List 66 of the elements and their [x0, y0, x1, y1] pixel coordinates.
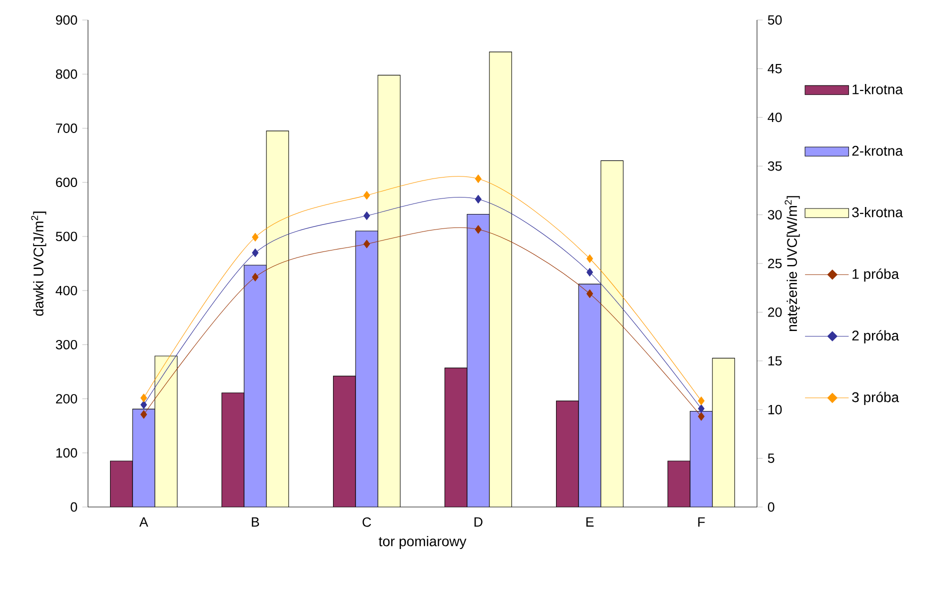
- y-tick-label: 900: [56, 15, 78, 25]
- y2-tick-label: 40: [768, 112, 782, 122]
- point: [586, 268, 594, 277]
- y2-axis-title: natężenie UVC[W/m$^{2}$]: [784, 196, 800, 331]
- bar: [712, 358, 735, 507]
- x-tick-label: E: [586, 517, 594, 527]
- y2-tick-label: 25: [768, 258, 782, 268]
- bar: [489, 52, 512, 507]
- legend-label: 1-krotna: [852, 84, 903, 94]
- point: [363, 191, 370, 200]
- y-tick-label: 400: [56, 286, 78, 296]
- legend-label: 3-krotna: [852, 206, 903, 218]
- bar: [132, 409, 155, 507]
- point: [140, 394, 148, 402]
- point: [586, 289, 594, 298]
- y-tick-label: 600: [56, 178, 78, 188]
- legend-label: 1 próba: [852, 268, 900, 282]
- point: [363, 240, 370, 248]
- y-tick-label: 100: [56, 448, 78, 458]
- x-tick-label: F: [698, 517, 705, 527]
- bar: [690, 410, 713, 507]
- bar: [467, 214, 490, 507]
- bar: [378, 75, 400, 507]
- y2-tick-label: 35: [768, 161, 782, 171]
- bar: [266, 130, 289, 507]
- point: [363, 212, 370, 220]
- y2-tick-label: 45: [768, 64, 782, 74]
- x-tick-label: C: [362, 517, 372, 527]
- bar: [578, 284, 601, 507]
- bar: [356, 231, 378, 507]
- y2-tick-label: 50: [768, 15, 782, 25]
- point: [252, 232, 259, 242]
- point: [698, 412, 705, 421]
- point: [698, 396, 705, 406]
- point: [586, 254, 594, 263]
- legend-label: 2 próba: [852, 330, 900, 344]
- point: [474, 194, 482, 204]
- point: [140, 400, 148, 409]
- x-tick-label: D: [474, 517, 482, 527]
- bar: [154, 356, 178, 507]
- y-tick-label: 700: [56, 124, 78, 133]
- y2-tick-label: 15: [768, 356, 782, 366]
- x-tick-label: B: [252, 517, 260, 527]
- legend-label: 2-krotna: [852, 146, 903, 156]
- x-axis-title: tor pomiarowy: [378, 536, 466, 550]
- point: [474, 174, 482, 184]
- bar: [600, 160, 624, 507]
- y-tick-label: 800: [56, 69, 78, 79]
- point: [698, 404, 705, 413]
- y2-tick-label: 20: [768, 307, 782, 317]
- y-tick-label: 300: [56, 340, 78, 350]
- bar: [244, 265, 266, 507]
- x-tick-label: A: [139, 517, 148, 527]
- point: [252, 248, 259, 258]
- y-tick-label: 500: [56, 232, 78, 242]
- y2-tick-label: 30: [768, 210, 782, 220]
- point: [252, 272, 259, 282]
- y2-tick-label: 10: [768, 404, 782, 414]
- legend-label: 3 próba: [852, 392, 900, 405]
- point: [140, 410, 148, 419]
- y2-tick-label: 0: [768, 502, 774, 512]
- y-axis-title: dawki UVC[J/m$^{2}$]: [31, 212, 46, 316]
- y-tick-label: 200: [56, 394, 78, 404]
- y2-tick-label: 5: [768, 454, 774, 463]
- y-tick-label: 0: [70, 502, 78, 512]
- point: [474, 225, 482, 234]
